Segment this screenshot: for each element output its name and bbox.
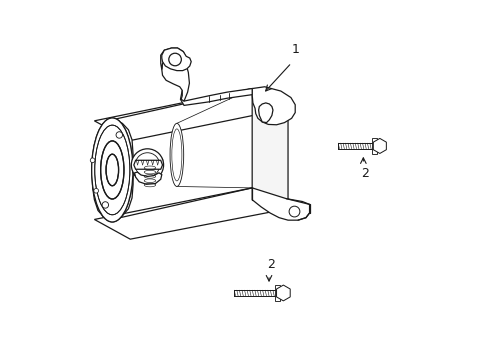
Polygon shape — [133, 152, 163, 178]
Ellipse shape — [102, 202, 109, 208]
Polygon shape — [180, 89, 252, 105]
Ellipse shape — [106, 154, 119, 186]
Polygon shape — [252, 87, 295, 125]
Text: 2: 2 — [267, 258, 275, 271]
Ellipse shape — [170, 123, 184, 186]
Text: 1: 1 — [291, 43, 299, 56]
Ellipse shape — [289, 206, 300, 217]
Polygon shape — [161, 48, 186, 69]
Polygon shape — [259, 103, 273, 123]
Polygon shape — [276, 285, 290, 301]
Polygon shape — [252, 188, 310, 220]
Polygon shape — [93, 120, 133, 220]
Polygon shape — [95, 188, 288, 239]
Text: 2: 2 — [361, 167, 369, 180]
Ellipse shape — [94, 188, 98, 193]
Ellipse shape — [100, 141, 124, 199]
Ellipse shape — [92, 118, 133, 222]
Ellipse shape — [90, 158, 95, 163]
Polygon shape — [338, 143, 372, 149]
Ellipse shape — [116, 132, 122, 138]
Polygon shape — [135, 172, 162, 184]
Polygon shape — [234, 290, 275, 296]
Polygon shape — [162, 54, 190, 101]
Polygon shape — [134, 160, 163, 169]
Ellipse shape — [131, 149, 164, 181]
Ellipse shape — [92, 118, 133, 222]
Ellipse shape — [95, 125, 130, 215]
Polygon shape — [252, 89, 288, 209]
Polygon shape — [95, 89, 288, 140]
Ellipse shape — [169, 53, 181, 66]
Polygon shape — [373, 138, 386, 153]
Polygon shape — [275, 285, 280, 301]
Polygon shape — [371, 138, 377, 154]
Polygon shape — [162, 48, 191, 71]
